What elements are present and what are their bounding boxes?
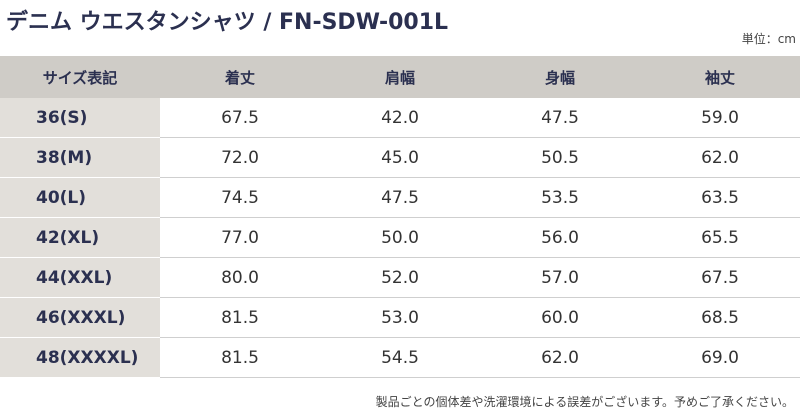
- value-cell: 67.5: [160, 98, 320, 138]
- value-cell: 47.5: [320, 177, 480, 218]
- column-header: 着丈: [160, 56, 320, 98]
- footnote: 製品ごとの個体差や洗濯環境による誤差がございます。予めご了承ください。: [375, 395, 794, 409]
- value-cell: 42.0: [320, 98, 480, 138]
- table-body: 36(S) 67.5 42.0 47.5 59.0 38(M) 72.0 45.0 50.5 62…: [0, 98, 800, 378]
- value-cell: 52.0: [320, 257, 480, 298]
- column-header: 身幅: [480, 56, 640, 98]
- table-row: 40(L) 74.5 47.5 53.5 63.5: [0, 177, 800, 218]
- value-cell: 80.0: [160, 257, 320, 298]
- value-cell: 50.0: [320, 217, 480, 258]
- size-table: サイズ表記 着丈 肩幅 身幅 袖丈 36(S) 67.5 42.0 47.5 59.0 38(M)…: [0, 56, 800, 378]
- value-cell: 69.0: [640, 337, 800, 378]
- value-cell: 74.5: [160, 177, 320, 218]
- value-cell: 47.5: [480, 98, 640, 138]
- size-cell: 48(XXXXL): [0, 337, 160, 378]
- unit: 単位：cm: [741, 32, 796, 46]
- value-cell: 62.0: [480, 337, 640, 378]
- size-cell: 42(XL): [0, 217, 160, 258]
- value-cell: 45.0: [320, 137, 480, 178]
- table-row: 36(S) 67.5 42.0 47.5 59.0: [0, 98, 800, 138]
- value-cell: 53.0: [320, 297, 480, 338]
- header-row: サイズ表記 着丈 肩幅 身幅 袖丈: [0, 56, 800, 98]
- value-cell: 81.5: [160, 297, 320, 338]
- size-cell: 36(S): [0, 98, 160, 138]
- value-cell: 77.0: [160, 217, 320, 258]
- value-cell: 81.5: [160, 337, 320, 378]
- column-header: サイズ表記: [0, 56, 160, 98]
- value-cell: 68.5: [640, 297, 800, 338]
- value-cell: 50.5: [480, 137, 640, 178]
- table-row: 38(M) 72.0 45.0 50.5 62.0: [0, 137, 800, 178]
- value-cell: 59.0: [640, 98, 800, 138]
- value-cell: 65.5: [640, 217, 800, 258]
- table-row: 42(XL) 77.0 50.0 56.0 65.5: [0, 217, 800, 258]
- value-cell: 63.5: [640, 177, 800, 218]
- value-cell: 53.5: [480, 177, 640, 218]
- column-header: 袖丈: [640, 56, 800, 98]
- size-cell: 40(L): [0, 177, 160, 218]
- value-cell: 56.0: [480, 217, 640, 258]
- column-header: 肩幅: [320, 56, 480, 98]
- value-cell: 60.0: [480, 297, 640, 338]
- size-cell: 38(M): [0, 137, 160, 178]
- value-cell: 67.5: [640, 257, 800, 298]
- value-cell: 57.0: [480, 257, 640, 298]
- value-cell: 62.0: [640, 137, 800, 178]
- table-row: 46(XXXL) 81.5 53.0 60.0 68.5: [0, 297, 800, 338]
- size-cell: 46(XXXL): [0, 297, 160, 338]
- value-cell: 72.0: [160, 137, 320, 178]
- size-cell: 44(XXL): [0, 257, 160, 298]
- value-cell: 54.5: [320, 337, 480, 378]
- table-row: 44(XXL) 80.0 52.0 57.0 67.5: [0, 257, 800, 298]
- table-row: 48(XXXXL) 81.5 54.5 62.0 69.0: [0, 337, 800, 378]
- title: デニム ウエスタンシャツ / FN-SDW-001L: [6, 10, 449, 35]
